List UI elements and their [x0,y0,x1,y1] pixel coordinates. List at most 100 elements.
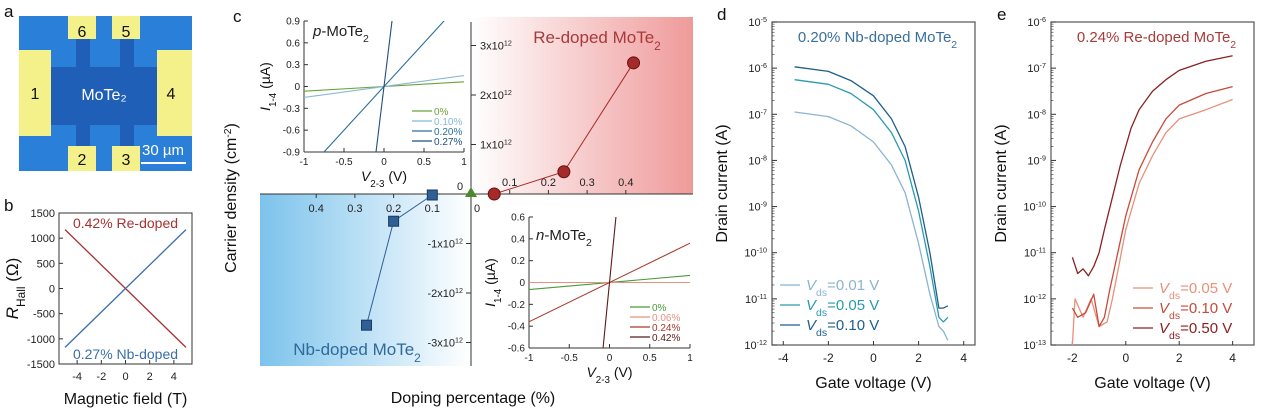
x-tick-label: -4 [778,351,789,365]
y-tick-label-part: -11 [1036,247,1046,255]
series-line-0.27pct [375,21,393,152]
x-tick-label: 0 [607,353,613,364]
inset-c-inset-n: -0.6-0.4-0.200.20.40.6-1 -0.5 0 0.5 1n-MoTe2… [482,213,693,386]
carrier-density-chart: 0.1 0.2 0.3 0.40.4 0.3 0.2 0.1003x10122x10121x… [223,17,694,408]
y-tick-label-part: 10 [1023,294,1035,306]
region-re-doped [471,17,693,194]
y-tick-label-part: 12 [455,337,463,345]
x-tick-label: 2 [1176,351,1183,365]
data-point-nb-doped [361,319,373,331]
chart-title-part: 2 [1230,39,1236,51]
contact-pad-5 [112,16,140,39]
y-tick-label-part: -11 [757,293,767,301]
inset-x-label: V2-3 (V) [586,364,632,386]
chart-title: 0.24% Re-doped MoTe2 [1077,29,1236,51]
plot-frame [1050,21,1255,346]
x-tick-label: -4 [72,371,82,383]
legend-label-part: V [1159,320,1171,337]
y-tick-label-part: 12 [504,89,512,97]
x-tick-label: 1 [687,353,693,364]
y-tick-label-part: -1x10 [428,239,456,251]
inset-x-label-part: (V) [610,364,633,380]
data-point-re-doped [487,187,501,201]
y-tick-label: 1500 [31,208,55,220]
legend-label-part: =0.10 V [827,317,879,334]
x-axis-label: Doping percentage (%) [391,390,556,407]
contact-pad-1 [19,50,51,136]
y-tick-label: 0.6 [286,38,300,49]
x-tick-label: -2 [96,371,106,383]
y-tick-label: -3x1012 [428,337,464,350]
inset-c-inset-p: -0.9-0.6-0.300.30.60.9-1 -0.5 0 0.5 1p-MoTe2… [257,17,467,190]
inset-y-label-part: I [257,107,273,111]
y-tick-label: 10-7 [1027,62,1046,75]
y-tick-label-part: 10 [1027,17,1039,29]
y-tick-label: 10-13 [1023,339,1046,352]
inset-title-part: -MoTe [321,23,363,40]
contact-pad-2 [68,146,96,171]
legend-label-part: ds [816,287,827,299]
region-nb-doped [260,194,471,366]
legend-label-part: V [1159,300,1171,317]
legend-label: Vds=0.10 V [1159,300,1232,322]
y-tick-label: 10-10 [744,247,767,260]
x-tick-label: -0.5 [335,157,353,168]
y-tick-label: 10-6 [748,62,767,75]
series-line-0.42pct [602,217,617,348]
x-tick-label: 0.2 [541,177,556,189]
hall-chart: -1500 -1000 -500 0 500 1000 1500 -4 -2 0 2 4 0.42% R… [3,208,193,408]
chart-title-part: 0.24% Re-doped MoTe [1077,29,1230,46]
inset-x-label-part: 2-3 [370,179,385,190]
y-tick-label: 10-11 [745,293,767,306]
annotation-re-doped: 0.42% Re-doped [73,215,178,231]
legend-label-part: =0.10 V [1180,300,1232,317]
x-tick-label: 0.2 [386,203,401,215]
contact-label-5: 5 [122,24,131,41]
data-point-re-doped [557,165,571,179]
x-axis-label: Magnetic field (T) [64,391,188,408]
data-point-re-doped [627,56,641,70]
y-tick-label-part: 10 [1027,63,1039,75]
inset-y-label: I1-4 (µA) [482,258,504,307]
y-tick-label: 10-6 [1027,16,1046,29]
y-tick-label: -1000 [27,334,55,346]
y-tick-label-part: 10 [1023,202,1035,214]
contact-label-6: 6 [78,24,87,41]
y-axis-label: Drain current (A) [993,124,1010,242]
chart-title: 0.20% Nb-doped MoTe2 [798,29,957,51]
legend-label-part: ds [816,307,827,319]
contact-label-4: 4 [167,86,176,103]
y-tick-label: 10-11 [1024,247,1046,260]
y-tick-label: 1000 [31,233,55,245]
series-line [794,79,949,323]
x-tick-label: 0 [381,157,387,168]
x-tick-label: 1 [461,157,467,168]
contact-label-2: 2 [78,152,87,169]
y-tick-label-part: 10 [745,294,757,306]
y-tick-label-part: -12 [757,339,767,347]
y-tick-label-part: 10 [748,109,760,121]
y-tick-label-part: 10 [1027,109,1039,121]
legend-label-part: V [1159,280,1171,297]
x-tick-label: 0.3 [579,177,594,189]
legend-label: 0.06% [652,313,680,324]
legend-label-part: ds [1169,330,1180,342]
y-tick-label: 10-7 [748,108,767,121]
y-tick-label-part: -3x10 [428,338,456,350]
y-tick-label-part: -6 [761,62,767,70]
region-label-re-part: 2 [654,39,661,53]
legend-label: 0% [434,107,449,118]
y-axis-label-part: -2 [223,128,234,137]
legend-label: 0.10% [434,117,462,128]
chart-title-part: 2 [951,39,957,51]
legend-label-part: ds [1169,310,1180,322]
legend-label: 0.27% [434,137,462,148]
y-tick-label-part: 10 [1027,155,1039,167]
y-axis-label-part: (Ω) [3,258,22,287]
y-tick-label-part: 12 [455,287,463,295]
inset-y-label-part: 1-4 [493,288,504,303]
y-tick-label: -1x1012 [428,238,464,251]
x-tick-label: 0 [870,351,877,365]
y-axis-label: Drain current (A) [714,124,731,242]
